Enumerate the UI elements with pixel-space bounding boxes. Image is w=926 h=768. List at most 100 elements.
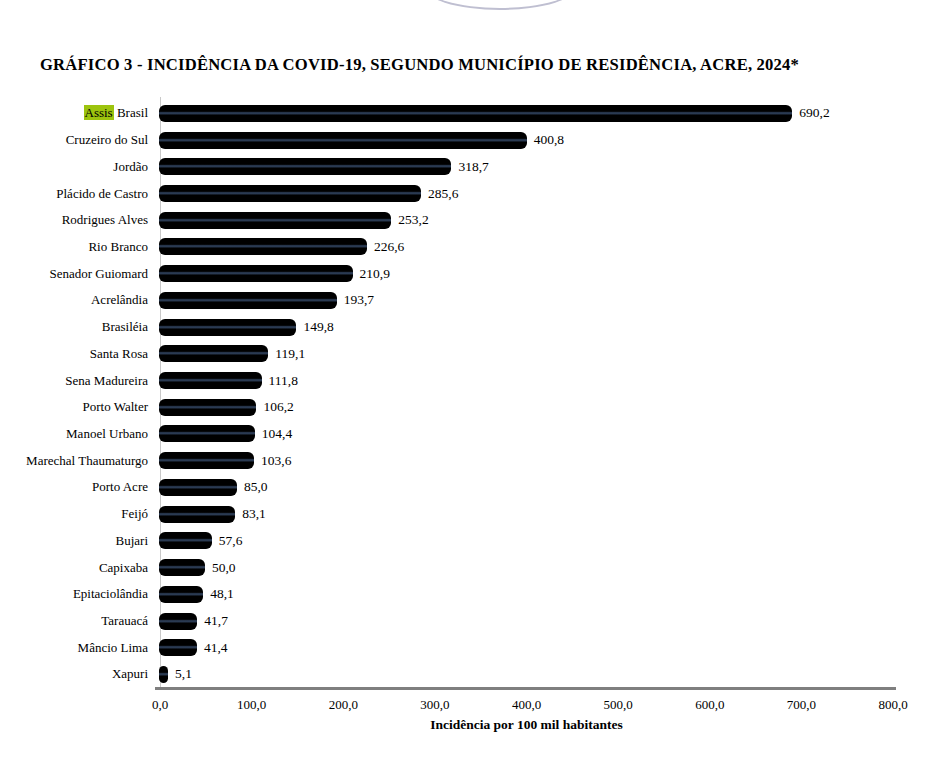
bar [159,292,337,309]
bar-row: Rodrigues Alves 253,2 [0,207,893,234]
page: { "page": { "background": "#ffffff" }, "… [0,0,926,768]
value-label: 85,0 [244,479,268,495]
category-label: Porto Walter [0,399,159,415]
bar-row: Bujari 57,6 [0,528,893,555]
category-label: Bujari [0,533,159,549]
x-axis-line [155,687,896,690]
value-label: 226,6 [374,239,404,255]
category-label: Xapuri [0,666,159,682]
bar-track: 103,6 [159,447,893,474]
bar [159,613,197,630]
bar-row: Assis Brasil 690,2 [0,100,893,127]
bar-row: Rio Branco 226,6 [0,234,893,261]
bar-row: Marechal Thaumaturgo 103,6 [0,447,893,474]
bar-row: Senador Guiomard 210,9 [0,260,893,287]
bar [159,319,296,336]
bar-track: 285,6 [159,180,893,207]
decorative-top-arc [422,0,578,10]
category-label: Porto Acre [0,479,159,495]
bar-row: Sena Madureira111,8 [0,367,893,394]
search-highlight: Assis [84,105,114,120]
category-label: Plácido de Castro [0,186,159,202]
bar [159,132,527,149]
bar-track: 318,7 [159,153,893,180]
bar-track: 119,1 [159,340,893,367]
bar [159,265,353,282]
bar-track: 48,1 [159,581,893,608]
value-label: 57,6 [219,533,243,549]
x-tick-label: 400,0 [512,697,541,713]
x-tick-label: 0,0 [152,697,168,713]
bar-track: 5,1 [159,661,893,688]
category-label: Epitaciolândia [0,586,159,602]
bar-row: Feijó 83,1 [0,501,893,528]
value-label: 5,1 [175,666,192,682]
x-axis-ticks: 0,0100,0200,0300,0400,0500,0600,0700,080… [160,697,893,713]
value-label: 149,8 [303,319,333,335]
bar-row: Tarauacá 41,7 [0,608,893,635]
bar-row: Cruzeiro do Sul400,8 [0,127,893,154]
bar-track: 106,2 [159,394,893,421]
bar-track: 104,4 [159,421,893,448]
bar [159,399,256,416]
bar-row: Epitaciolândia48,1 [0,581,893,608]
category-label: Senador Guiomard [0,266,159,282]
x-tick-label: 800,0 [878,697,907,713]
category-label: Sena Madureira [0,373,159,389]
value-label: 119,1 [275,346,305,362]
category-label: Assis Brasil [0,105,159,121]
category-label: Rio Branco [0,239,159,255]
bar-track: 50,0 [159,554,893,581]
chart-title: GRÁFICO 3 - INCIDÊNCIA DA COVID-19, SEGU… [40,55,900,75]
bar [159,532,212,549]
x-tick-label: 600,0 [695,697,724,713]
value-label: 41,4 [204,640,228,656]
value-label: 318,7 [458,159,488,175]
category-label: Marechal Thaumaturgo [0,453,159,469]
value-label: 210,9 [360,266,390,282]
category-label: Brasiléia [0,319,159,335]
bar-row: Porto Acre 85,0 [0,474,893,501]
x-tick-label: 500,0 [604,697,633,713]
category-label: Santa Rosa [0,346,159,362]
value-label: 106,2 [263,399,293,415]
bar [159,372,262,389]
bar-track: 210,9 [159,260,893,287]
bar-row: Brasiléia 149,8 [0,314,893,341]
x-tick-label: 100,0 [237,697,266,713]
bar [159,639,197,656]
value-label: 41,7 [204,613,228,629]
value-label: 690,2 [799,105,829,121]
value-label: 285,6 [428,186,458,202]
category-label: Rodrigues Alves [0,212,159,228]
value-label: 400,8 [534,132,564,148]
bar-row: Manoel Urbano104,4 [0,421,893,448]
value-label: 103,6 [261,453,291,469]
bar [159,238,367,255]
category-label: Feijó [0,506,159,522]
value-label: 253,2 [398,212,428,228]
bar-row: Mâncio Lima41,4 [0,634,893,661]
bar-track: 253,2 [159,207,893,234]
bar [159,479,237,496]
value-label: 83,1 [242,506,266,522]
bar-row: Capixaba50,0 [0,554,893,581]
bar [159,345,268,362]
value-label: 193,7 [344,292,374,308]
bar [159,212,391,229]
bar-track: 41,7 [159,608,893,635]
bar-track: 193,7 [159,287,893,314]
bar [159,158,451,175]
category-label: Acrelândia [0,292,159,308]
bar-track: 57,6 [159,528,893,555]
bar-track: 690,2 [159,100,893,127]
category-label: Tarauacá [0,613,159,629]
bar-track: 83,1 [159,501,893,528]
bar-rows: Assis Brasil 690,2 Cruzeiro do Sul400,8 Jor… [0,100,893,688]
bar-track: 41,4 [159,634,893,661]
bar-track: 226,6 [159,234,893,261]
category-label: Jordão [0,159,159,175]
category-label: Manoel Urbano [0,426,159,442]
bar-row: Plácido de Castro 285,6 [0,180,893,207]
value-label: 50,0 [212,560,236,576]
